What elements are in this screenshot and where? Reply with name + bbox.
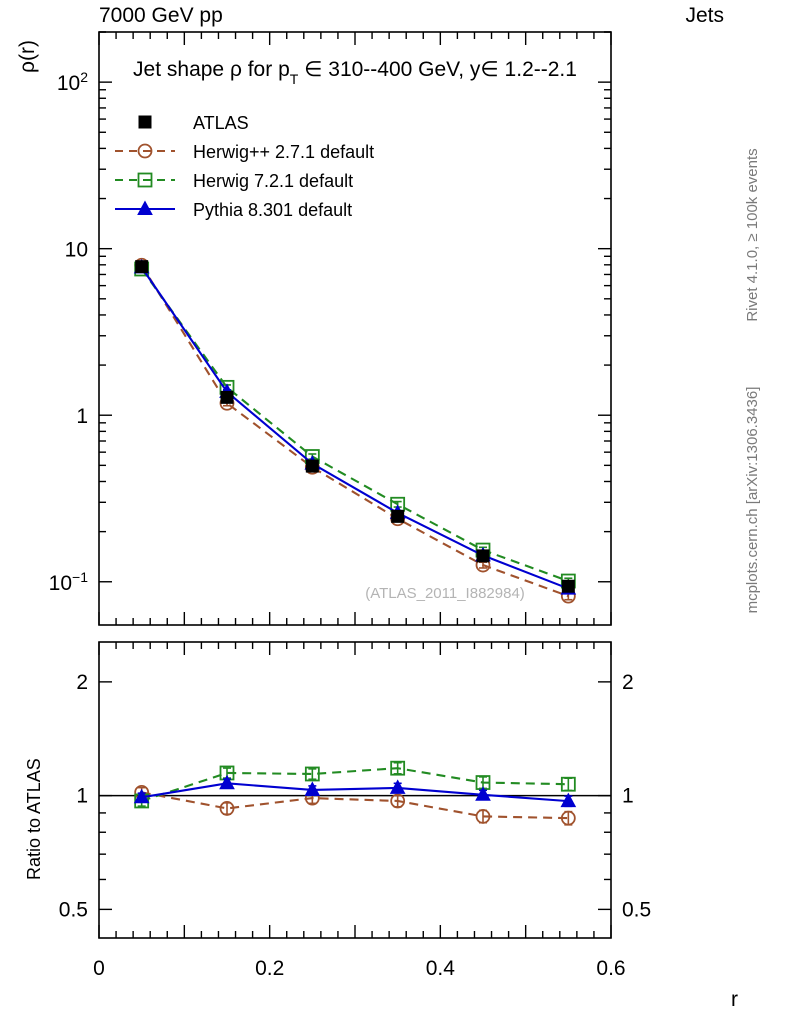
x-tick-label: 0 — [93, 957, 105, 980]
legend-marker-1 — [137, 143, 153, 159]
y-tick-label-main: 102 — [57, 69, 88, 95]
y-tick-label-main: 1 — [76, 405, 88, 428]
side-text-top-label: Rivet 4.1.0, ≥ 100k events — [744, 148, 761, 321]
ratio-marker — [133, 788, 150, 804]
main-marker — [476, 549, 490, 563]
x-axis-label-text: r — [731, 988, 738, 1011]
ratio-marker — [560, 776, 576, 792]
main-line-pythia — [140, 266, 569, 590]
ratio-marker — [219, 801, 235, 816]
legend-marker-3 — [137, 200, 153, 215]
x-tick-label: 0.6 — [596, 957, 625, 980]
ratio-marker — [304, 781, 321, 796]
y-tick-label-main: 10−1 — [49, 569, 89, 595]
legend-label-1: Herwig++ 2.7.1 default — [193, 142, 374, 162]
main-marker — [135, 260, 149, 274]
y-tick-label-ratio-right: 0.5 — [622, 898, 651, 921]
main-line-herwig — [140, 268, 569, 583]
plot-title: Jet shape ρ for pT ∈ 310--400 GeV, y∈ 1.… — [133, 58, 577, 87]
ratio-marker — [219, 774, 235, 790]
legend-label-3: Pythia 8.301 default — [193, 200, 352, 220]
main-line-herwig++ — [140, 264, 569, 598]
side-text-bottom-label: mcplots.cern.ch [arXiv:1306.3436] — [744, 387, 761, 614]
y-tick-label-ratio-left: 1 — [76, 785, 88, 808]
legend-marker-2 — [137, 172, 153, 188]
ratio-marker — [304, 766, 320, 782]
ratio-marker — [390, 760, 406, 776]
y-tick-label-ratio-right: 2 — [622, 671, 634, 694]
y-tick-label-main: 10 — [65, 239, 88, 262]
legend-marker-0 — [138, 115, 152, 129]
main-marker — [561, 579, 575, 593]
x-tick-label: 0.2 — [255, 957, 284, 980]
ratio-marker — [390, 793, 406, 809]
y-tick-label-ratio-left: 0.5 — [59, 898, 88, 921]
ratio-line-herwig — [141, 767, 569, 802]
header-left: 7000 GeV pp — [99, 4, 223, 27]
ratio-marker — [560, 792, 577, 808]
main-marker — [391, 509, 405, 523]
y-axis-label-ratio-text: Ratio to ATLAS — [24, 758, 44, 880]
main-marker — [220, 390, 234, 404]
x-tick-label: 0.4 — [426, 957, 456, 980]
header-right: Jets — [685, 4, 724, 27]
ratio-line-pythia — [141, 782, 569, 803]
plot-watermark: (ATLAS_2011_I882984) — [365, 585, 525, 602]
y-tick-label-ratio-right: 1 — [622, 785, 634, 808]
ratio-marker — [560, 810, 576, 826]
ratio-marker — [475, 809, 491, 824]
y-axis-label-main-text: ρ(r) — [16, 40, 39, 73]
main-panel-frame — [98, 31, 612, 626]
ratio-marker — [475, 786, 491, 801]
legend-label-2: Herwig 7.2.1 default — [193, 171, 353, 191]
legend-label-0: ATLAS — [193, 113, 249, 133]
y-tick-label-ratio-left: 2 — [76, 671, 88, 694]
ratio-marker — [389, 779, 406, 794]
main-marker — [305, 459, 319, 473]
ratio-line-herwig++ — [141, 791, 569, 820]
